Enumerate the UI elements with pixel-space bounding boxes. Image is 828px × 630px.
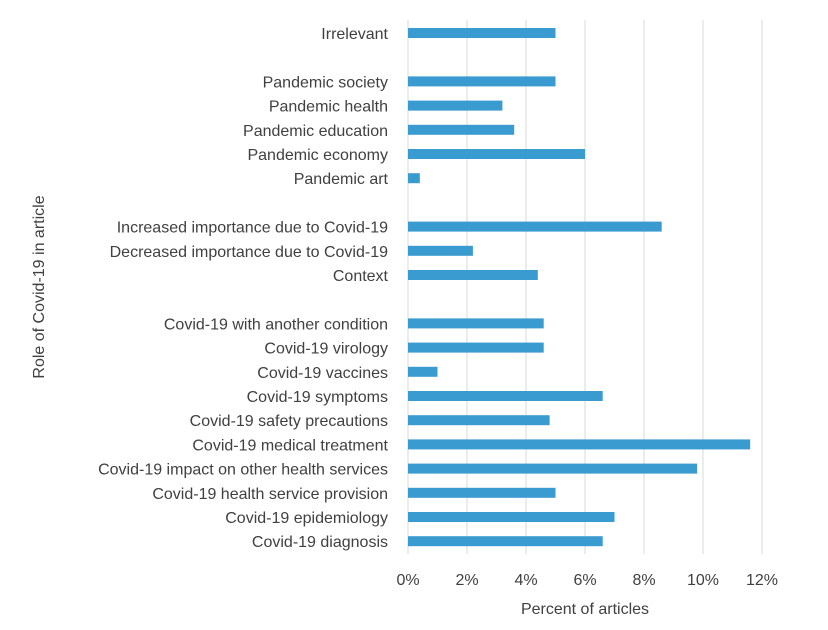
x-tick-labels: 0% 2% 4% 6% 8% 10% 12% (396, 572, 778, 589)
bar (408, 173, 420, 184)
category-label: Pandemic art (294, 171, 389, 188)
y-axis-title: Role of Covid-19 in article (31, 195, 48, 378)
category-label: Covid-19 safety precautions (190, 413, 388, 430)
category-label: Decreased importance due to Covid-19 (110, 244, 388, 261)
bar (408, 439, 751, 450)
category-label: Covid-19 diagnosis (252, 534, 388, 551)
category-label: Covid-19 medical treatment (192, 437, 388, 454)
category-label: Covid-19 virology (264, 341, 388, 358)
x-tick-label: 12% (746, 572, 778, 589)
bar (408, 221, 662, 232)
bar (408, 149, 585, 159)
category-label: Pandemic economy (247, 147, 388, 164)
category-label: Covid-19 vaccines (257, 365, 388, 382)
x-tick-label: 6% (573, 572, 596, 589)
bar (408, 415, 550, 426)
x-tick-label: 2% (455, 572, 478, 589)
bar (408, 318, 544, 329)
bar (408, 124, 515, 135)
bar (408, 487, 556, 498)
x-tick-label: 4% (514, 572, 537, 589)
category-labels: Irrelevant Pandemic society Pandemic healt… (98, 26, 388, 551)
category-label: Context (333, 268, 389, 285)
bar (408, 342, 544, 353)
category-label: Pandemic society (263, 74, 388, 91)
x-axis-title: Percent of articles (521, 601, 649, 618)
bar (408, 391, 603, 401)
bar (408, 270, 538, 280)
category-label: Irrelevant (321, 26, 388, 43)
bar (408, 28, 556, 38)
x-tick-label: 10% (687, 572, 719, 589)
bar (408, 512, 615, 522)
bar (408, 245, 473, 256)
bars (408, 28, 751, 547)
category-label: Covid-19 with another condition (164, 316, 388, 333)
category-label: Covid-19 symptoms (247, 389, 388, 406)
bar (408, 100, 503, 111)
category-label: Covid-19 epidemiology (225, 510, 388, 527)
x-tick-label: 8% (632, 572, 655, 589)
bar (408, 76, 556, 87)
category-label: Pandemic health (269, 99, 388, 116)
category-label: Pandemic education (243, 123, 388, 140)
gridlines (407, 20, 763, 554)
category-label: Covid-19 health service provision (152, 486, 388, 503)
bar (408, 463, 698, 474)
x-tick-label: 0% (396, 572, 419, 589)
category-label: Increased importance due to Covid-19 (117, 220, 388, 237)
bar (408, 366, 438, 377)
bar (408, 536, 603, 547)
category-label: Covid-19 impact on other health services (98, 462, 388, 479)
